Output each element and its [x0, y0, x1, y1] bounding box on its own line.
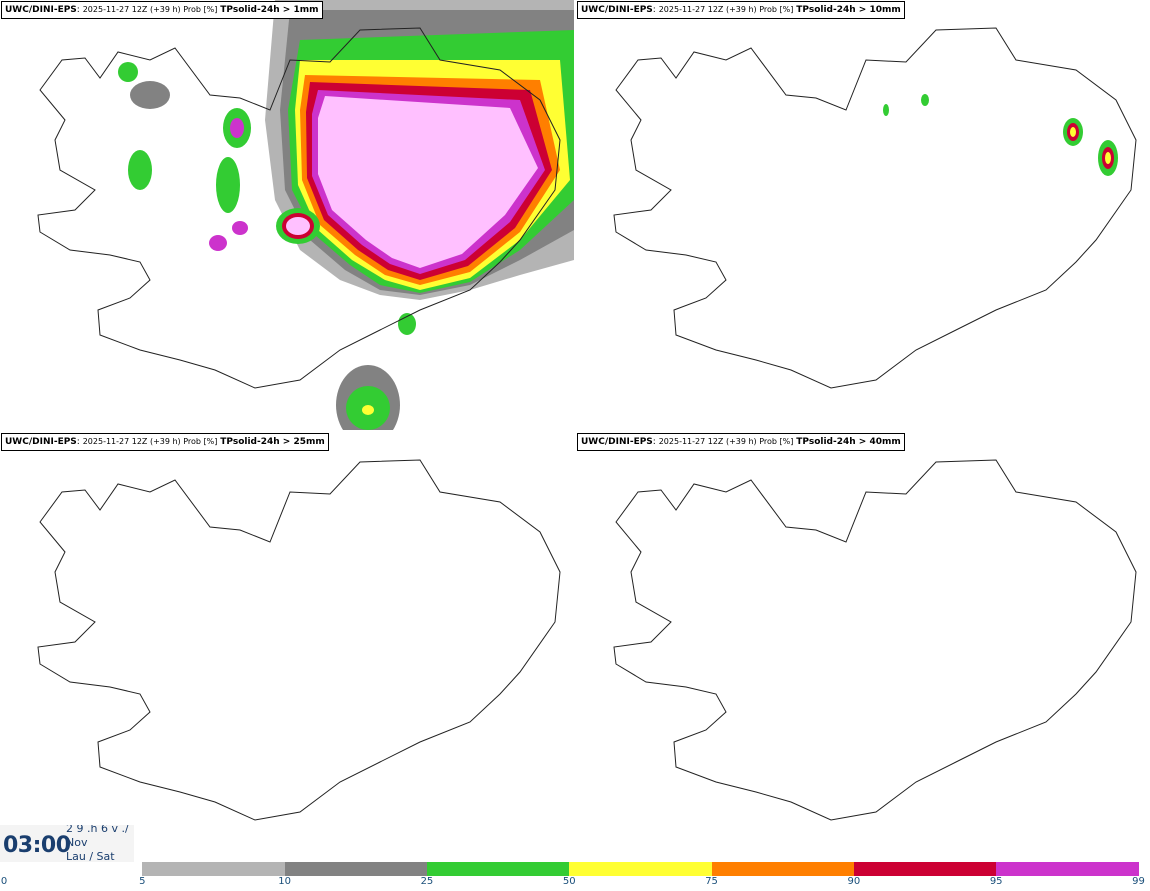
valid-time-box: 03:00 2 9 .h 6 v ./ Nov Lau / Sat	[0, 825, 134, 867]
valid-date: 2 9 .h 6 v ./ Nov Lau / Sat	[66, 825, 129, 864]
legend-tick-label: 10	[278, 876, 291, 887]
legend-colour-band	[996, 862, 1139, 876]
valid-date-month: Nov	[66, 836, 88, 849]
legend-colour-band	[569, 862, 712, 876]
legend-tick-label: 5	[139, 876, 146, 887]
legend-colour-band	[284, 862, 427, 876]
model-name: UWC/DINI-EPS	[581, 5, 653, 15]
legend-colour-band	[711, 862, 854, 876]
map-panel-25mm: UWC/DINI-EPS: 2025-11-27 12Z (+39 h) Pro…	[0, 432, 574, 862]
map-panel-1mm: UWC/DINI-EPS: 2025-11-27 12Z (+39 h) Pro…	[0, 0, 574, 430]
legend-colour-band	[853, 862, 997, 876]
run-info: 2025-11-27 12Z (+39 h) Prob [%]	[658, 5, 794, 14]
parameter-label: TPsolid-24h > 25mm	[220, 437, 325, 447]
legend-colour-band	[142, 862, 285, 876]
legend-tick-label: 75	[705, 876, 718, 887]
run-info: 2025-11-27 12Z (+39 h) Prob [%]	[82, 5, 218, 14]
map-1mm	[37, 0, 574, 430]
legend-tick-label: 99	[1132, 876, 1145, 887]
parameter-label: TPsolid-24h > 10mm	[796, 5, 901, 15]
probability-colour-legend: 0 5 10 25 50 75 90 95 99	[0, 862, 1150, 891]
precip-probability-shading	[883, 94, 1118, 176]
legend-tick-label: 25	[420, 876, 434, 887]
map-panel-40mm: UWC/DINI-EPS: 2025-11-27 12Z (+39 h) Pro…	[576, 432, 1150, 862]
map-25mm	[37, 459, 561, 821]
panel-title: UWC/DINI-EPS: 2025-11-27 12Z (+39 h) Pro…	[1, 1, 323, 19]
legend-tick-label: 95	[989, 876, 1003, 887]
run-info: 2025-11-27 12Z (+39 h) Prob [%]	[82, 437, 218, 446]
run-info: 2025-11-27 12Z (+39 h) Prob [%]	[658, 437, 794, 446]
legend-colour-band	[426, 862, 570, 876]
panel-title: UWC/DINI-EPS: 2025-11-27 12Z (+39 h) Pro…	[1, 433, 329, 451]
map-panel-10mm: UWC/DINI-EPS: 2025-11-27 12Z (+39 h) Pro…	[576, 0, 1150, 430]
map-10mm	[613, 27, 1137, 389]
parameter-label: TPsolid-24h > 40mm	[796, 437, 901, 447]
legend-tick-label: 0	[0, 876, 8, 887]
model-name: UWC/DINI-EPS	[5, 437, 77, 447]
legend-tick-label: 50	[562, 876, 576, 887]
precip-probability-shading	[118, 0, 574, 430]
parameter-label: TPsolid-24h > 1mm	[220, 5, 319, 15]
valid-date-line-1: 2 9 .h 6 v ./	[66, 825, 129, 835]
panel-title: UWC/DINI-EPS: 2025-11-27 12Z (+39 h) Pro…	[577, 433, 905, 451]
legend-colour-band	[0, 862, 143, 876]
valid-date-weekday: Lau / Sat	[66, 850, 115, 863]
panel-title: UWC/DINI-EPS: 2025-11-27 12Z (+39 h) Pro…	[577, 1, 905, 19]
map-40mm	[613, 459, 1137, 821]
model-name: UWC/DINI-EPS	[581, 437, 653, 447]
model-name: UWC/DINI-EPS	[5, 5, 77, 15]
valid-time-clock: 03:00	[3, 833, 71, 858]
legend-tick-label: 90	[847, 876, 861, 887]
